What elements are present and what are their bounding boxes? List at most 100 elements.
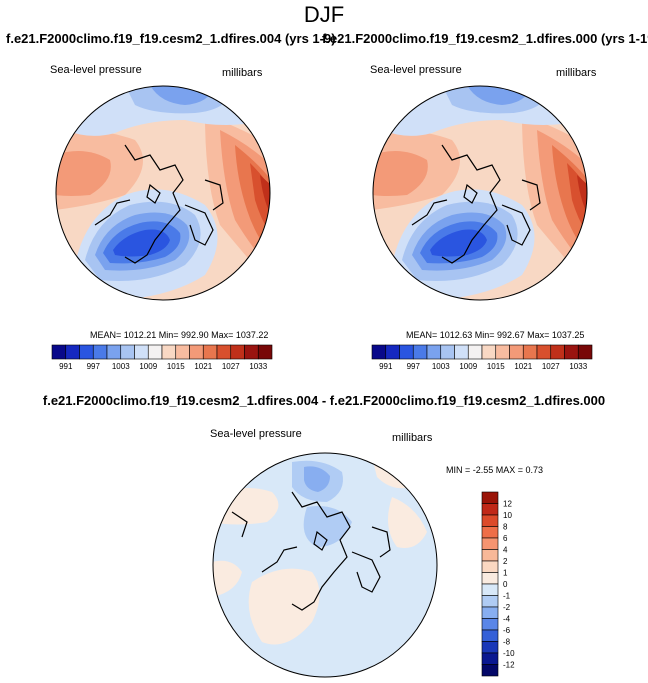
colorbar-tick-label: 8 — [503, 523, 508, 532]
colorbar-swatch — [481, 641, 499, 654]
colorbar-swatch — [175, 344, 190, 360]
panel-2-case-title: f.e21.F2000climo.f19_f19.cesm2_1.dfires.… — [322, 31, 648, 46]
colorbar-swatch — [467, 344, 483, 360]
colorbar-tick-label: -1 — [503, 592, 511, 601]
panel-1-variable-label: Sea-level pressure — [50, 64, 142, 76]
colorbar-swatch — [481, 606, 499, 619]
panel-1-units-label: millibars — [222, 67, 263, 79]
field-contour — [235, 145, 270, 255]
colorbar-swatch — [79, 344, 94, 360]
colorbar-tick-label: 1009 — [139, 362, 157, 371]
colorbar-swatch — [161, 344, 177, 360]
map-boundary — [212, 452, 438, 678]
map-boundary — [372, 85, 588, 301]
colorbar-tick-label: 1021 — [514, 362, 532, 371]
field-contour — [552, 145, 587, 255]
colorbar-tick-label: 991 — [379, 362, 393, 371]
panel-2-variable-label: Sea-level pressure — [370, 64, 462, 76]
colorbar-tick-label: -8 — [503, 638, 511, 647]
colorbar-tick-label: 1003 — [112, 362, 130, 371]
field-contour — [213, 560, 242, 597]
colorbar-swatch — [65, 344, 80, 360]
coastlines — [411, 144, 541, 264]
colorbar-swatch — [509, 344, 524, 360]
panel-1-stats: MEAN= 1012.21 Min= 992.90 Max= 1037.22 — [90, 330, 269, 340]
diff-stats: MIN = -2.55 MAX = 0.73 — [446, 465, 544, 475]
colorbar-tick-label: 4 — [503, 546, 508, 555]
colorbar-swatch — [481, 344, 497, 360]
colorbar-tick-label: 1003 — [432, 362, 450, 371]
colorbar-swatch — [481, 652, 499, 665]
panel-2-units-label: millibars — [556, 67, 597, 79]
colorbar-swatch — [481, 595, 499, 608]
colorbar-swatch — [481, 572, 499, 585]
panel-1-polar-map — [55, 85, 271, 301]
colorbar-swatch — [106, 344, 122, 360]
colorbar-swatch — [481, 514, 499, 527]
colorbar-swatch — [371, 344, 387, 360]
coastlines — [94, 144, 224, 264]
colorbar-tick-label: 1009 — [459, 362, 477, 371]
colorbar-tick-label: 1033 — [569, 362, 587, 371]
colorbar-tick-label: 1021 — [194, 362, 212, 371]
colorbar-swatch — [454, 344, 469, 360]
colorbar-swatch — [120, 344, 135, 360]
field-contour — [430, 229, 487, 257]
field-contour — [248, 568, 320, 645]
colorbar-tick-label: 1015 — [487, 362, 505, 371]
diff-panel-title: f.e21.F2000climo.f19_f19.cesm2_1.dfires.… — [42, 393, 606, 408]
colorbar-tick-label: 0 — [503, 580, 508, 589]
colorbar-swatch — [230, 344, 245, 360]
colorbar-tick-label: 2 — [503, 557, 508, 566]
colorbar-tick-label: 1 — [503, 569, 508, 578]
panel-2-stats: MEAN= 1012.63 Min= 992.67 Max= 1037.25 — [406, 330, 585, 340]
colorbar-swatch — [257, 344, 273, 360]
colorbar-swatch — [189, 344, 204, 360]
colorbar-tick-label: 1027 — [542, 362, 560, 371]
panel-2-colorbar: 991 997 1003 1009 1015 1021 1027 1033 — [371, 344, 593, 371]
colorbar-tick-label: -10 — [503, 649, 515, 658]
page-title: DJF — [303, 2, 345, 27]
colorbar-swatch — [51, 344, 67, 360]
colorbar-swatch — [481, 537, 499, 550]
colorbar-tick-label: 997 — [407, 362, 421, 371]
map-boundary — [55, 85, 271, 301]
colorbar-tick-label: -4 — [503, 615, 511, 624]
colorbar-tick-label: 1033 — [249, 362, 267, 371]
colorbar-swatch — [92, 344, 108, 360]
diff-units-label: millibars — [392, 432, 433, 444]
colorbar-swatch — [577, 344, 593, 360]
field-contour — [373, 151, 428, 196]
diff-variable-label: Sea-level pressure — [210, 428, 302, 440]
colorbar-swatch — [426, 344, 442, 360]
colorbar-swatch — [216, 344, 232, 360]
diff-polar-map — [212, 452, 438, 678]
colorbar-swatch — [202, 344, 218, 360]
colorbar-swatch — [536, 344, 552, 360]
colorbar-swatch — [481, 503, 499, 516]
colorbar-swatch — [440, 344, 455, 360]
colorbar-swatch — [412, 344, 428, 360]
colorbar-swatch — [481, 583, 499, 596]
colorbar-tick-label: 997 — [87, 362, 101, 371]
colorbar-swatch — [481, 618, 499, 631]
colorbar-tick-label: -2 — [503, 603, 511, 612]
colorbar-tick-label: -6 — [503, 626, 511, 635]
colorbar-tick-label: 10 — [503, 511, 512, 520]
colorbar-swatch — [481, 560, 499, 573]
panel-2-polar-map — [372, 85, 588, 301]
colorbar-swatch — [564, 344, 579, 360]
colorbar-tick-label: 1015 — [167, 362, 185, 371]
colorbar-swatch — [134, 344, 149, 360]
field-contour — [260, 175, 270, 215]
field-contour — [577, 175, 587, 215]
field-contour — [213, 488, 279, 525]
field-contour — [56, 151, 111, 196]
colorbar-swatch — [481, 549, 499, 562]
coastlines — [231, 491, 391, 611]
colorbar-tick-label: -12 — [503, 661, 515, 670]
colorbar-tick-label: 1027 — [222, 362, 240, 371]
colorbar-swatch — [550, 344, 565, 360]
colorbar-swatch — [244, 344, 259, 360]
colorbar-tick-label: 6 — [503, 534, 508, 543]
